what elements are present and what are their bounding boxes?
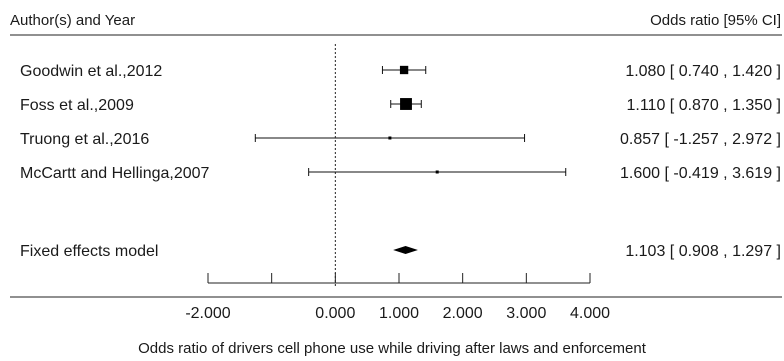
- study-ci-text: 0.857 [ -1.257 , 2.972 ]: [620, 131, 781, 148]
- study-ci-text: 1.110 [ 0.870 , 1.350 ]: [627, 97, 782, 114]
- x-axis-title: Odds ratio of drivers cell phone use whi…: [138, 340, 647, 357]
- study-label: Foss et al.,2009: [20, 97, 134, 114]
- study-label: McCartt and Hellinga,2007: [20, 165, 210, 182]
- header-right: Odds ratio [95% CI]: [650, 12, 781, 29]
- study-point-estimate: [436, 171, 439, 174]
- header-left: Author(s) and Year: [10, 12, 135, 29]
- x-tick-label: 1.000: [379, 305, 419, 322]
- summary-diamond: [393, 246, 418, 254]
- x-tick-label: 3.000: [506, 305, 546, 322]
- plot-marks: Goodwin et al.,2012 1.080 [ 0.740 , 1.420…: [20, 44, 781, 322]
- x-tick-label: 2.000: [443, 305, 483, 322]
- x-tick-label: -2.000: [185, 305, 230, 322]
- study-point-estimate: [400, 66, 408, 74]
- study-point-estimate: [388, 137, 391, 140]
- summary-ci-text: 1.103 [ 0.908 , 1.297 ]: [625, 243, 781, 260]
- x-tick-label: 4.000: [570, 305, 610, 322]
- study-label: Goodwin et al.,2012: [20, 63, 162, 80]
- study-point-estimate: [400, 98, 412, 110]
- study-ci-text: 1.080 [ 0.740 , 1.420 ]: [625, 63, 781, 80]
- summary-label: Fixed effects model: [20, 243, 158, 260]
- study-ci-text: 1.600 [ -0.419 , 3.619 ]: [620, 165, 781, 182]
- x-tick-label: 0.000: [315, 305, 355, 322]
- study-label: Truong et al.,2016: [20, 131, 149, 148]
